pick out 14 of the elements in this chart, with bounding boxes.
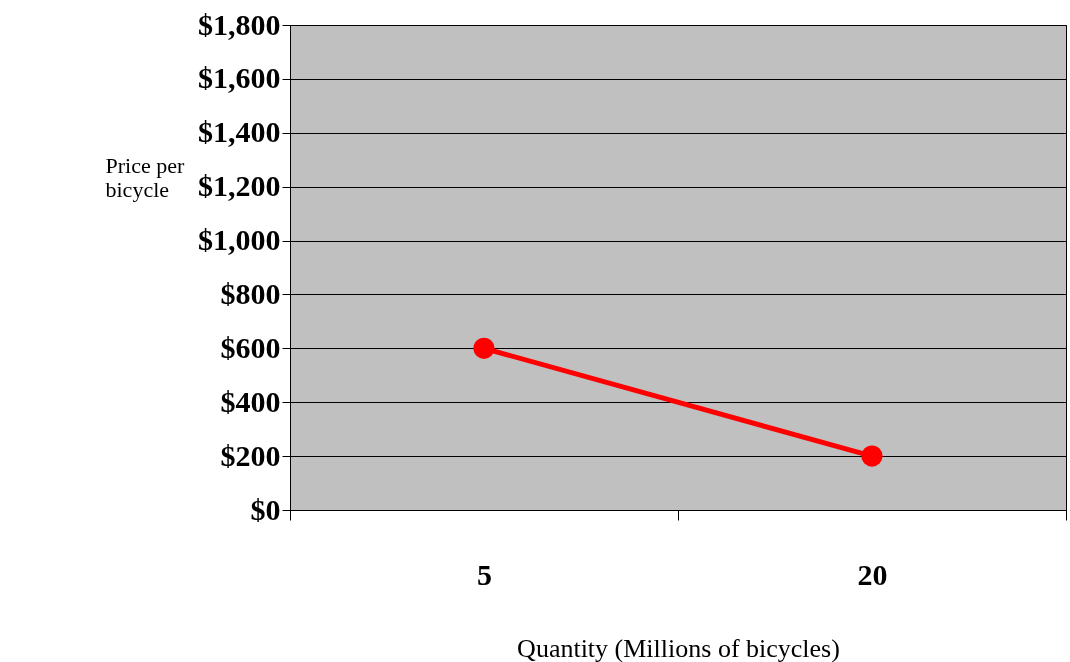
x-tick-label: 20 bbox=[857, 557, 888, 591]
y-tick-label: $200 bbox=[220, 438, 281, 472]
y-tick-label: $1,000 bbox=[198, 223, 281, 257]
y-tick-label: $1,400 bbox=[198, 115, 281, 149]
x-tick-label: 5 bbox=[477, 557, 492, 591]
y-tick-label: $400 bbox=[220, 384, 281, 418]
y-tick-label: $1,600 bbox=[198, 61, 281, 95]
y-tick-label: $800 bbox=[220, 276, 281, 310]
y-axis-title: Price per bicycle bbox=[105, 152, 185, 202]
y-tick-label: $0 bbox=[250, 492, 281, 526]
y-tick-label: $1,800 bbox=[198, 7, 281, 41]
y-tick-label: $1,200 bbox=[198, 169, 281, 203]
x-axis-title: Quantity (Millions of bicycles) bbox=[517, 633, 840, 662]
y-tick-label: $600 bbox=[220, 330, 281, 364]
